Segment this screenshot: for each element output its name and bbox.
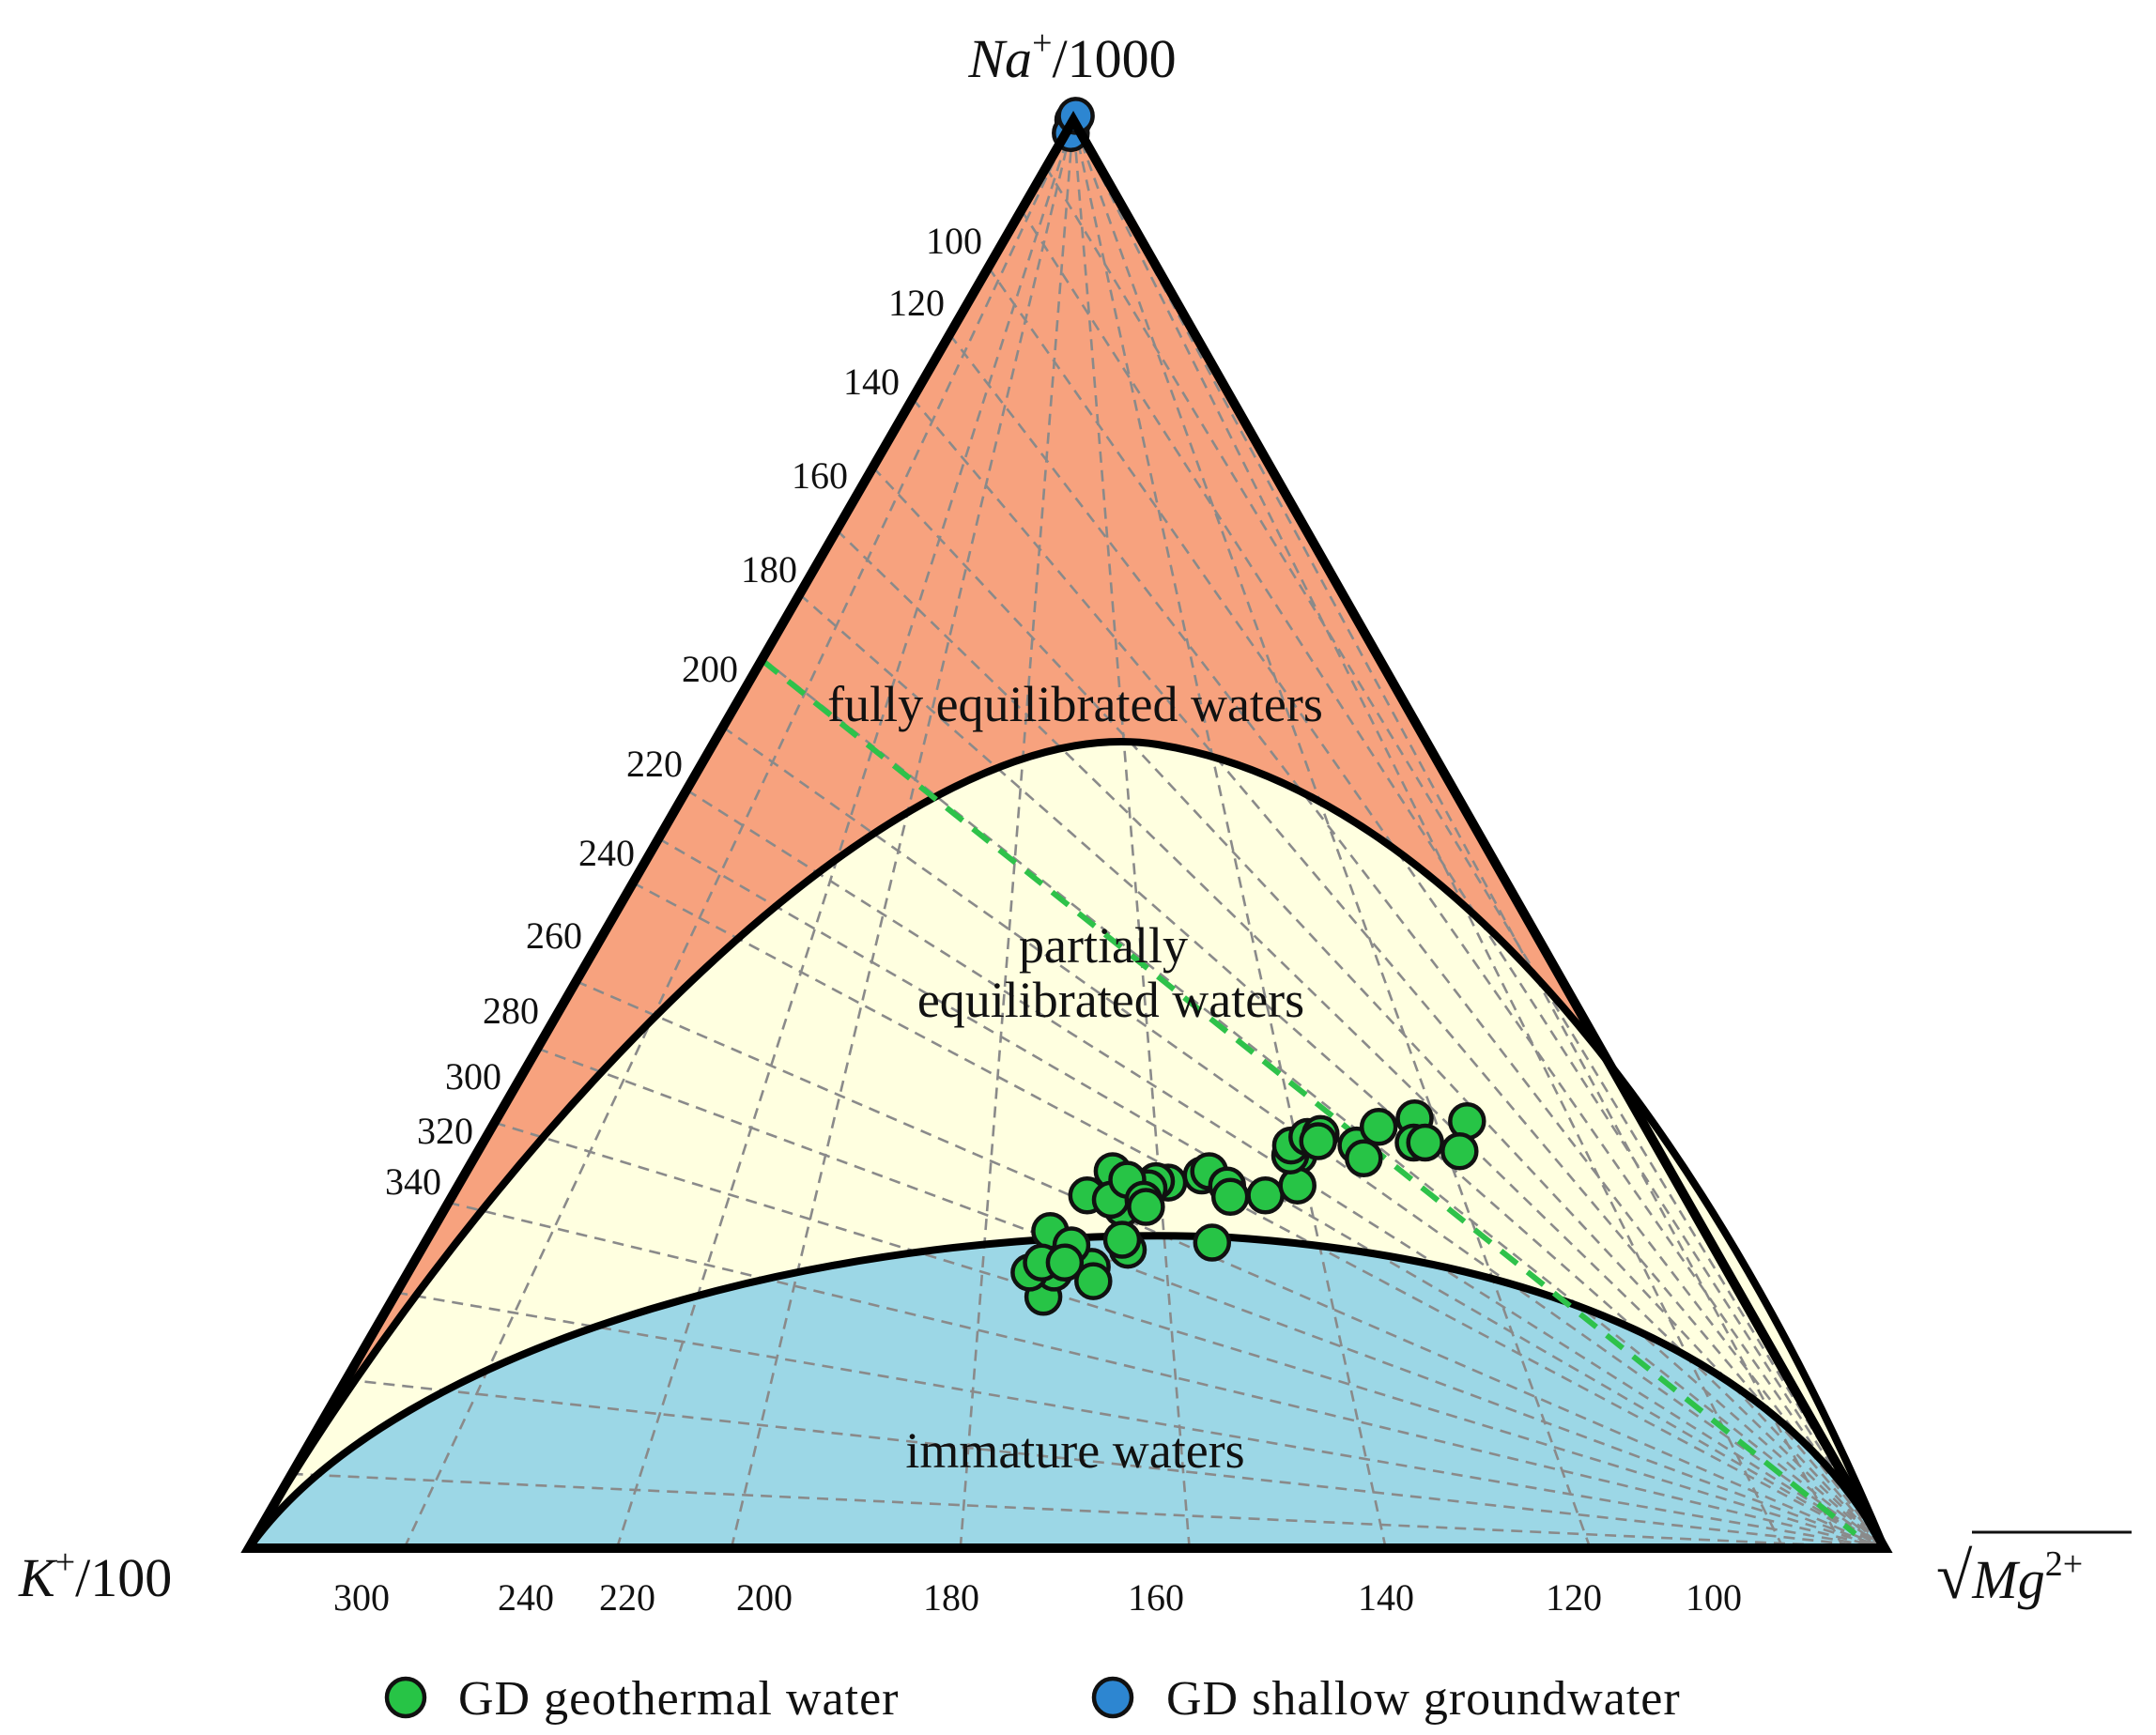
geothermal-water-point [1440, 1131, 1479, 1171]
legend-shallow-label: GD shallow groundwater [1166, 1672, 1681, 1726]
isoline-grid [291, 120, 1885, 1548]
partially-label-line1: partially [1019, 917, 1188, 974]
legend-shallow-marker [1091, 1676, 1134, 1719]
isoline-left [632, 882, 1885, 1548]
left-tick-label: 200 [682, 648, 738, 690]
isoline-bottom [730, 120, 1075, 1548]
equilibrium-boundaries [245, 738, 1888, 1551]
legend-geothermal-marker [384, 1676, 427, 1719]
left-tick-label: 340 [385, 1160, 441, 1203]
triangle-frame [240, 110, 1893, 1553]
region-immature [249, 1236, 1885, 1548]
bottom-tick-label: 160 [1128, 1576, 1184, 1619]
isoline-left [291, 1472, 1885, 1548]
geothermal-water-point [1345, 1139, 1383, 1178]
reference-dashed-line [760, 657, 1857, 1537]
left-tick-label: 180 [741, 548, 797, 591]
left-tick-label: 160 [792, 454, 848, 497]
isoline-bottom [1071, 120, 1845, 1548]
isoline-left [536, 1047, 1885, 1548]
isoline-left [494, 1121, 1885, 1548]
geothermal-water-point [1193, 1223, 1232, 1262]
geothermal-water-point [1299, 1122, 1337, 1160]
left-tick-label: 240 [578, 832, 635, 874]
legend-geothermal-label: GD geothermal water [458, 1672, 899, 1726]
isoline-bottom [1071, 120, 1592, 1548]
isoline-bottom [1071, 120, 1785, 1548]
isoline-bottom [615, 120, 1075, 1548]
immature-label: immature waters [905, 1422, 1244, 1479]
isoline-left [1020, 209, 1885, 1548]
bottom-tick-label: 300 [333, 1576, 390, 1619]
geothermal-water-point [1210, 1177, 1250, 1217]
isoline-left [685, 789, 1885, 1548]
isoline-bottom [959, 120, 1075, 1548]
na-vertex-title: Na+/1000 [967, 23, 1176, 89]
bottom-tick-label: 240 [498, 1576, 554, 1619]
k-vertex-title: K+/100 [18, 1543, 172, 1608]
isoline-left [576, 979, 1885, 1548]
labels-group: 100 120 140 160 180 200 220 240 260 280 300 320 340 3… [18, 23, 2132, 1619]
fully-equilibrated-label: fully equilibrated waters [827, 676, 1323, 732]
bottom-tick-label: 180 [923, 1576, 979, 1619]
triangle-outline [240, 110, 1893, 1553]
left-tick-label: 100 [926, 220, 982, 262]
bottom-tick-label: 200 [736, 1576, 793, 1619]
reference-line-group [760, 657, 1857, 1537]
left-tick-label: 280 [483, 990, 539, 1032]
left-tick-label: 260 [526, 914, 582, 957]
isoline-left [762, 657, 1885, 1548]
isoline-left [911, 397, 1885, 1548]
isoline-left [657, 837, 1885, 1548]
isoline-left [448, 1201, 1885, 1548]
mg-vertex-title: √Mg2+ [1936, 1541, 2083, 1613]
geothermal-water-point [1045, 1243, 1085, 1282]
geothermal-water-point [1074, 1262, 1113, 1300]
left-tick-label: 320 [417, 1110, 473, 1152]
left-tick-label: 300 [445, 1055, 501, 1098]
partial-equilibrium-curve [245, 1232, 1888, 1551]
geothermal-water-point [1246, 1176, 1285, 1215]
left-tick-label: 220 [626, 743, 683, 785]
geothermal-water-point [1406, 1123, 1444, 1162]
bottom-tick-label: 120 [1546, 1576, 1602, 1619]
region-fills [249, 120, 1885, 1548]
left-tick-label: 140 [843, 361, 900, 403]
isoline-left [1044, 166, 1885, 1548]
full-equilibrium-curve [245, 738, 1888, 1550]
isoline-left [948, 333, 1885, 1548]
geothermal-water-point [1127, 1188, 1165, 1226]
bottom-tick-label: 220 [599, 1576, 655, 1619]
partially-label-line2: equilibrated waters [917, 972, 1304, 1028]
bottom-tick-label: 100 [1686, 1576, 1742, 1619]
isoline-left [871, 466, 1885, 1548]
left-tick-label: 120 [888, 282, 945, 324]
geothermal-water-point [1359, 1108, 1398, 1146]
bottom-tick-label: 140 [1358, 1576, 1414, 1619]
isoline-left [395, 1291, 1885, 1548]
isoline-bottom [1071, 120, 1191, 1548]
isoline-left [987, 266, 1885, 1548]
isoline-left [346, 1378, 1885, 1548]
isoline-left [722, 726, 1885, 1548]
legend: GD geothermal water GD shallow groundwate… [384, 1672, 1681, 1726]
data-points [1010, 97, 1486, 1316]
geothermal-water-point [1102, 1221, 1142, 1259]
